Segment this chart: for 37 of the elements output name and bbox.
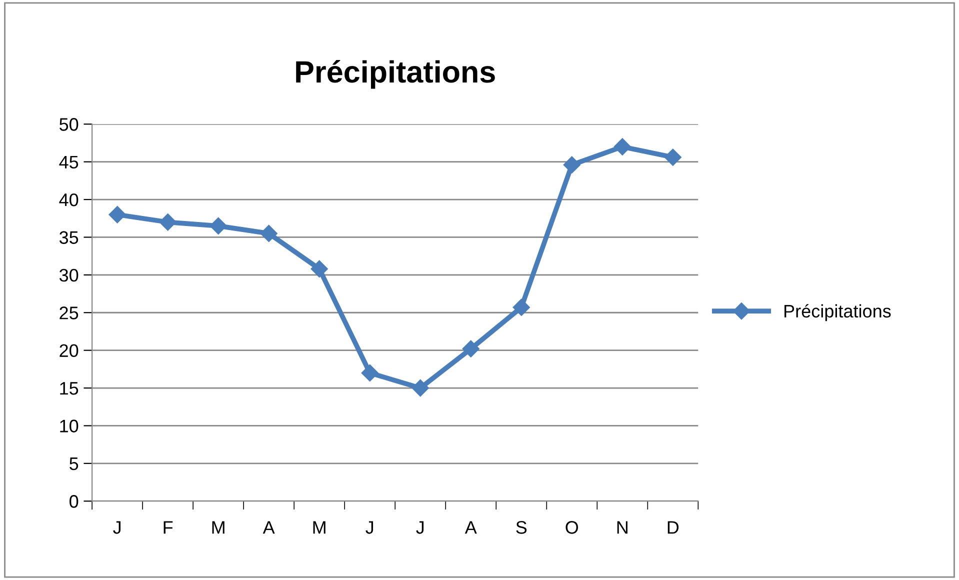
y-tick-label: 10 bbox=[60, 420, 78, 432]
y-tick-label: 50 bbox=[60, 118, 78, 131]
legend-label: Précipitations bbox=[784, 304, 891, 322]
point bbox=[664, 148, 682, 166]
point bbox=[210, 217, 227, 234]
point bbox=[512, 298, 530, 316]
y-tick-label: 35 bbox=[59, 231, 78, 244]
chart-title: Précipitations bbox=[296, 60, 495, 89]
point bbox=[310, 260, 328, 278]
point bbox=[614, 138, 631, 156]
point bbox=[260, 224, 278, 242]
y-tick-label: 5 bbox=[70, 458, 78, 470]
x-tick-label: A bbox=[262, 521, 275, 534]
y-tick-label: 30 bbox=[59, 268, 78, 282]
x-tick-label: M bbox=[212, 521, 224, 534]
point bbox=[108, 206, 126, 224]
x-tick-label: F bbox=[164, 521, 173, 534]
y-tick-label: 25 bbox=[60, 306, 78, 320]
point bbox=[361, 364, 378, 382]
x-tick-label: J bbox=[366, 521, 374, 534]
y-tick-label: 40 bbox=[59, 193, 78, 206]
y-tick-label: 45 bbox=[59, 156, 78, 169]
y-tick-label: 20 bbox=[60, 344, 78, 358]
y-tick-label: 0 bbox=[70, 495, 78, 508]
x-tick-label: S bbox=[516, 521, 527, 534]
x-tick-label: O bbox=[566, 521, 578, 534]
x-tick-label: D bbox=[668, 521, 679, 534]
point bbox=[563, 156, 580, 174]
point bbox=[462, 340, 480, 358]
point bbox=[412, 379, 429, 397]
point bbox=[159, 214, 176, 231]
x-tick-label: J bbox=[113, 521, 120, 534]
x-tick-label: N bbox=[617, 521, 628, 534]
x-tick-label: J bbox=[416, 521, 424, 534]
x-tick-label: M bbox=[313, 521, 326, 534]
x-tick-label: A bbox=[464, 521, 477, 534]
y-tick-label: 15 bbox=[60, 382, 78, 395]
